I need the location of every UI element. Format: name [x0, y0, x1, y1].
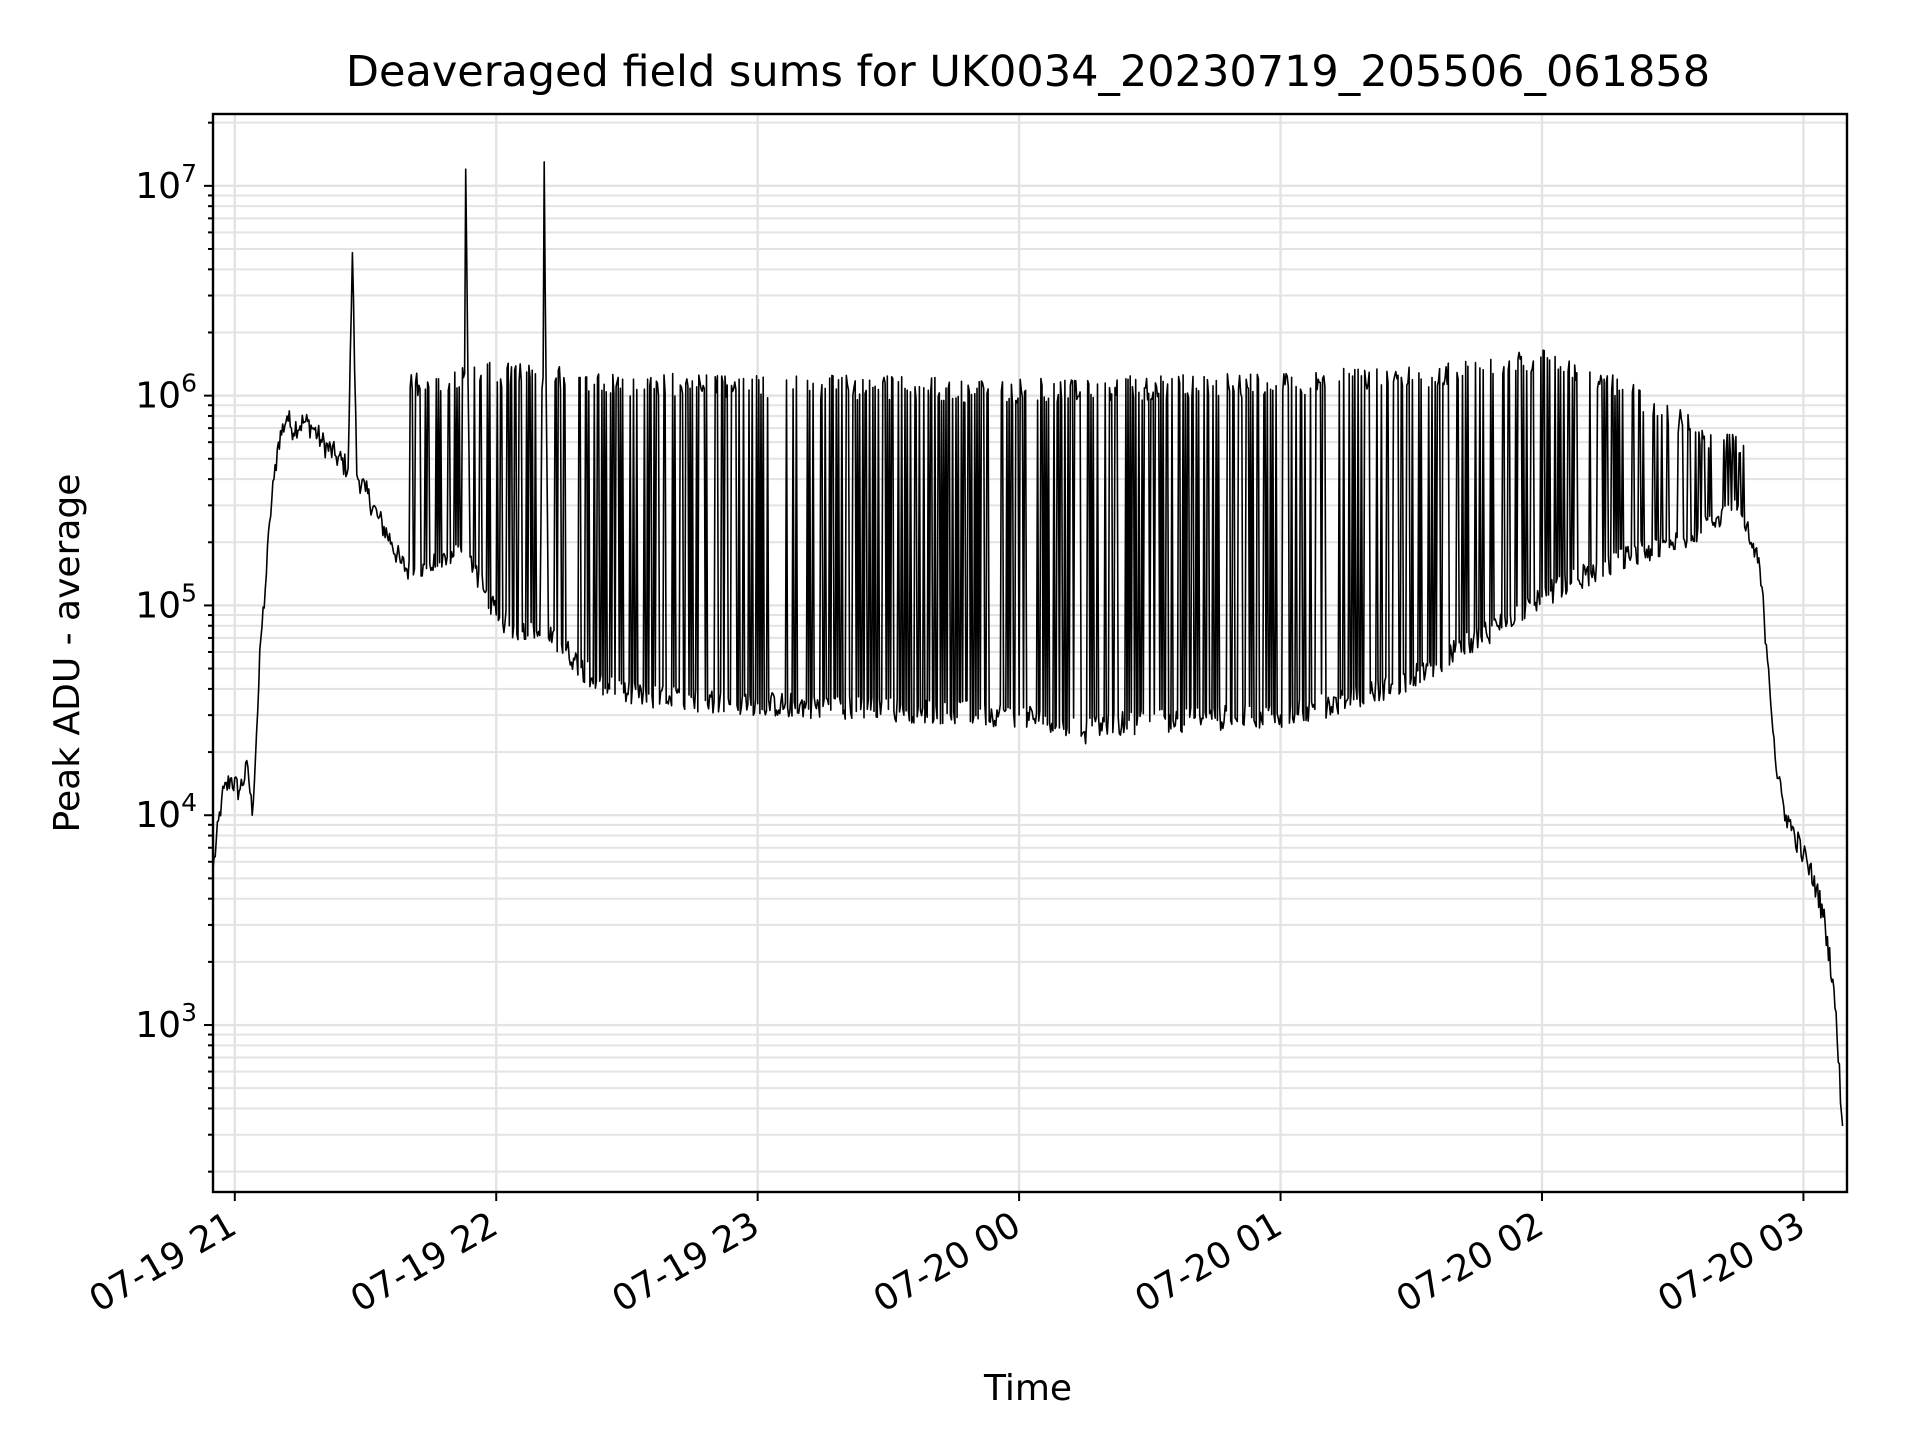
plot-frame: [211, 112, 1849, 1194]
y-tick-label: 105: [135, 578, 197, 626]
x-axis-label: Time: [983, 1368, 1072, 1409]
plot-series: [212, 161, 1844, 1127]
y-tick-label: 107: [135, 159, 197, 207]
y-tick-label: 104: [135, 788, 197, 836]
series-line: [212, 161, 1844, 1127]
y-tick-label: 103: [135, 998, 197, 1046]
chart-title: Deaveraged field sums for UK0034_2023071…: [346, 47, 1710, 97]
y-axis-label: Peak ADU - average: [47, 474, 88, 833]
y-tick-label: 106: [135, 369, 197, 417]
